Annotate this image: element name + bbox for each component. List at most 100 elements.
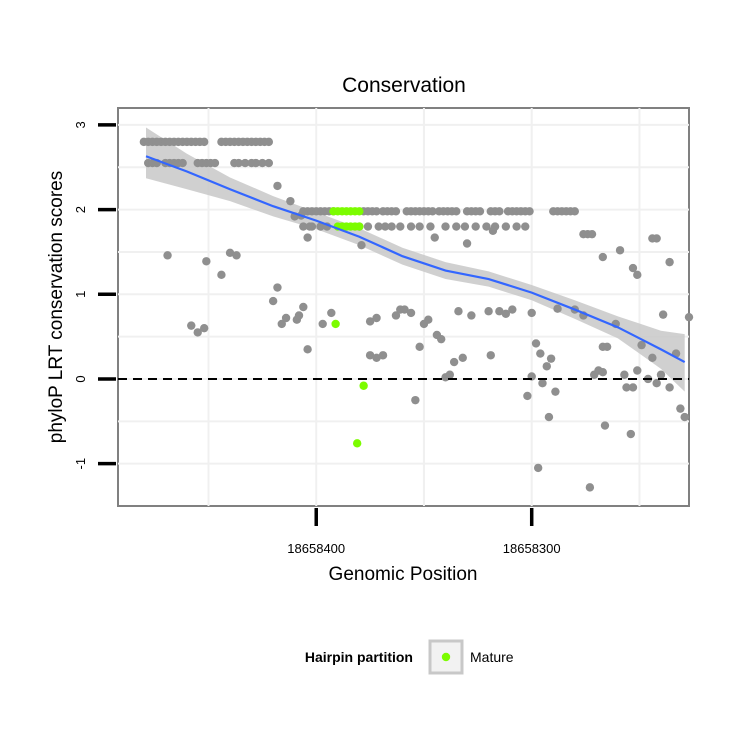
- data-point: [277, 319, 286, 329]
- data-point: [495, 307, 504, 316]
- data-point: [258, 158, 267, 168]
- data-point: [542, 362, 551, 371]
- data-point: [193, 328, 202, 337]
- data-point: [598, 368, 608, 377]
- data-point: [372, 207, 381, 216]
- data-point: [387, 222, 396, 231]
- data-point: [449, 357, 459, 367]
- data-point: [626, 429, 636, 439]
- data-point: [471, 222, 480, 231]
- data-point: [622, 383, 631, 392]
- data-point: [452, 207, 461, 216]
- data-point: [665, 257, 674, 267]
- data-point: [533, 463, 543, 473]
- data-point: [684, 312, 694, 322]
- data-point: [665, 383, 674, 392]
- data-point: [365, 317, 375, 326]
- data-point: [495, 207, 504, 216]
- data-point: [264, 137, 274, 147]
- y-tick-label: -1: [73, 458, 88, 470]
- data-point: [460, 222, 470, 231]
- data-point: [462, 239, 472, 248]
- data-point: [600, 421, 610, 430]
- data-point: [251, 158, 261, 168]
- data-point: [482, 222, 491, 231]
- data-point-mature: [352, 439, 362, 448]
- data-point: [633, 270, 642, 280]
- data-points-layer: [139, 137, 694, 492]
- data-point: [546, 354, 556, 363]
- data-point: [658, 310, 668, 319]
- data-point: [363, 222, 373, 231]
- data-point: [372, 313, 381, 323]
- data-point: [553, 304, 562, 313]
- data-point: [396, 222, 405, 231]
- y-tick-label: 1: [73, 291, 88, 298]
- data-point: [400, 305, 409, 314]
- data-point: [217, 270, 226, 280]
- data-point: [615, 246, 625, 255]
- data-point: [199, 323, 209, 333]
- data-point: [234, 158, 243, 168]
- data-point: [488, 226, 498, 235]
- data-point: [357, 240, 366, 250]
- data-point: [273, 181, 282, 191]
- data-point: [467, 311, 476, 320]
- data-point: [303, 233, 312, 242]
- data-point: [454, 307, 463, 316]
- data-point: [676, 404, 685, 413]
- data-point: [318, 319, 327, 329]
- data-point: [415, 222, 424, 231]
- data-point: [445, 370, 455, 379]
- y-tick-label: 0: [73, 375, 88, 382]
- data-point: [406, 308, 416, 318]
- data-point-mature: [355, 207, 364, 216]
- data-point: [501, 222, 511, 231]
- data-point: [486, 351, 495, 360]
- data-point: [452, 222, 461, 231]
- smooth-line-layer: [145, 155, 686, 364]
- data-point: [587, 229, 597, 239]
- data-point: [536, 349, 545, 358]
- data-point: [628, 263, 638, 273]
- data-point: [380, 222, 390, 231]
- y-axis-label: phyloP LRT conservation scores: [46, 171, 67, 444]
- data-point: [527, 308, 536, 318]
- legend-entry-mature: Mature: [470, 649, 514, 665]
- data-point-mature: [331, 319, 340, 329]
- data-point: [303, 345, 312, 354]
- data-point: [544, 412, 554, 422]
- data-point: [210, 158, 220, 168]
- data-point: [281, 313, 291, 323]
- x-tick-label: 18658400: [287, 541, 345, 556]
- y-tick-label: 2: [73, 206, 88, 213]
- legend-title: Hairpin partition: [305, 649, 413, 665]
- data-point: [378, 351, 388, 360]
- y-tick-label: 3: [73, 121, 88, 128]
- data-point: [365, 351, 375, 360]
- data-point: [501, 309, 511, 318]
- x-tick-label: 18658300: [503, 541, 561, 556]
- data-point: [598, 252, 608, 262]
- data-point: [508, 305, 517, 314]
- data-point: [428, 207, 437, 216]
- data-point: [299, 302, 308, 312]
- data-point: [199, 137, 209, 147]
- data-point: [484, 307, 493, 316]
- axes-layer: 3 2 1 0 -1 18658400 18658300: [73, 121, 561, 556]
- chart-title: Conservation: [342, 74, 466, 97]
- data-point: [305, 222, 314, 231]
- data-point: [299, 222, 308, 231]
- data-point: [411, 395, 420, 405]
- data-point: [426, 222, 435, 231]
- data-point: [232, 251, 241, 260]
- data-point: [225, 248, 235, 258]
- data-point: [163, 251, 172, 260]
- data-point: [648, 353, 657, 363]
- data-point: [512, 222, 521, 231]
- data-point: [240, 158, 250, 168]
- data-point: [286, 196, 295, 206]
- data-point: [475, 207, 485, 216]
- data-point: [437, 334, 446, 344]
